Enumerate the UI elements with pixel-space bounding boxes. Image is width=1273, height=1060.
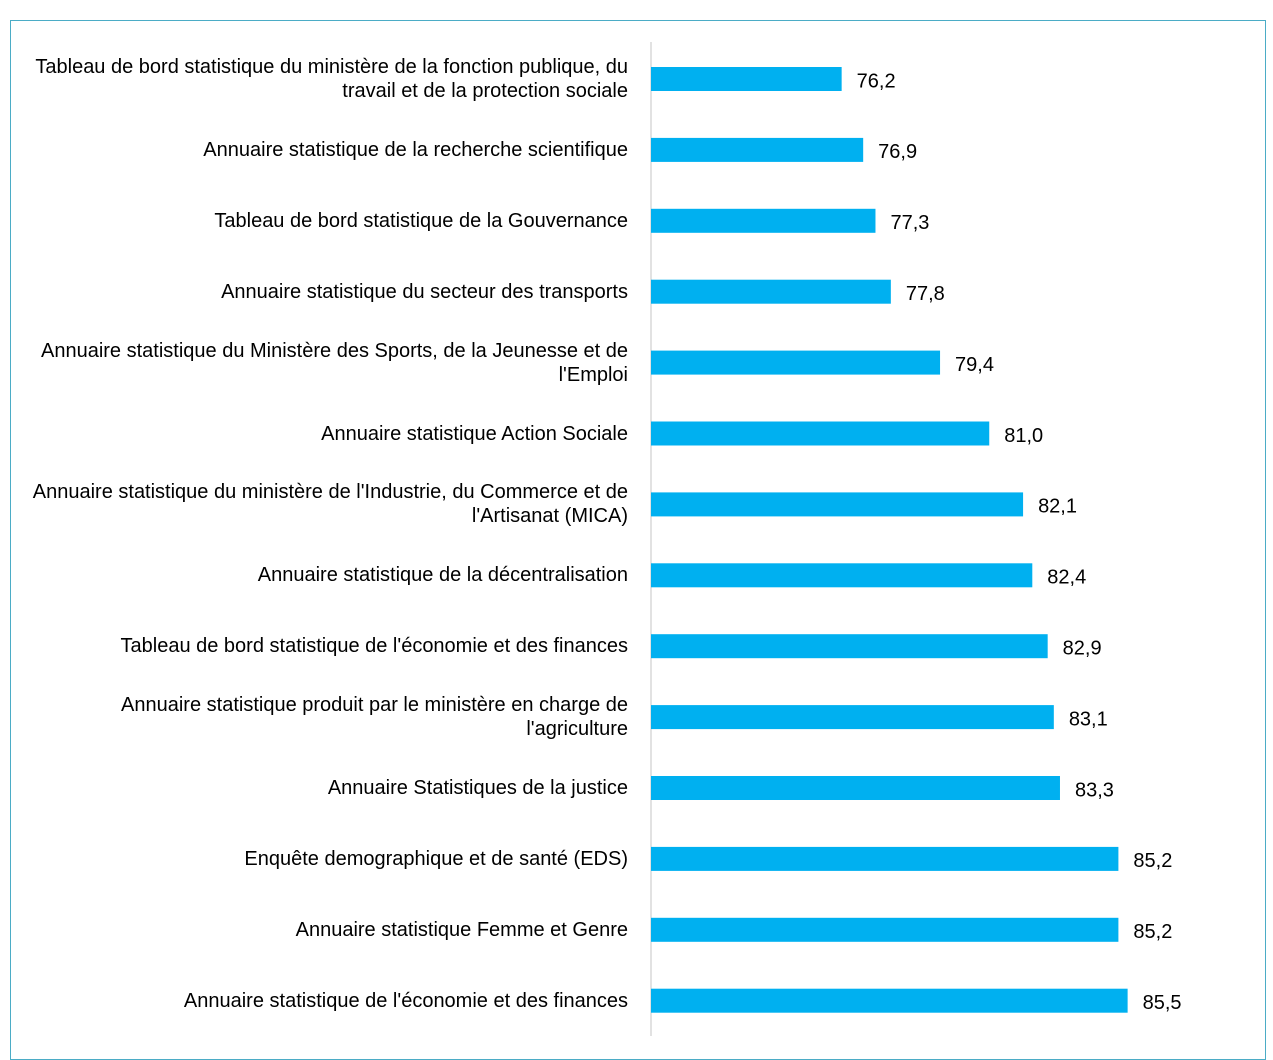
category-label: Annuaire statistique de l'économie et de…	[183, 989, 628, 1012]
category-label: Tableau de bord statistique de la Gouver…	[214, 209, 628, 232]
bar	[651, 350, 941, 375]
bar	[651, 137, 864, 162]
value-label: 85,2	[1133, 850, 1172, 872]
bar	[651, 846, 1119, 871]
value-label: 81,0	[1004, 425, 1043, 447]
bar	[651, 208, 876, 233]
bar	[651, 563, 1033, 588]
bar	[651, 917, 1119, 942]
category-label: Annuaire statistique du secteur des tran…	[221, 280, 628, 303]
category-label: Tableau de bord statistique de l'économi…	[120, 635, 628, 658]
bar	[651, 705, 1054, 730]
bar	[651, 67, 842, 91]
category-label: Annuaire statistique de la recherche sci…	[203, 138, 628, 161]
value-label: 85,5	[1143, 992, 1182, 1014]
category-label: Annuaire Statistiques de la justice	[327, 777, 628, 799]
value-label: 83,3	[1075, 779, 1114, 801]
category-label: Annuaire statistique produit par le mini…	[121, 694, 628, 741]
value-label: 82,1	[1038, 496, 1077, 518]
value-label: 83,1	[1069, 708, 1108, 730]
category-label: Annuaire statistique Femme et Genre	[295, 918, 628, 941]
bar	[651, 421, 990, 446]
category-label: Tableau de bord statistique du ministère…	[35, 56, 628, 102]
bar	[651, 492, 1024, 517]
bar	[651, 776, 1060, 800]
value-label: 79,4	[955, 354, 994, 376]
category-label: Annuaire statistique Action Sociale	[321, 422, 628, 445]
value-label: 77,3	[890, 212, 929, 234]
bar	[651, 988, 1128, 1013]
value-label: 82,4	[1047, 567, 1086, 589]
category-label: Enquête demographique et de santé (EDS)	[244, 847, 628, 870]
value-label: 77,8	[906, 283, 945, 305]
value-label: 85,2	[1133, 921, 1172, 943]
value-label: 82,9	[1063, 637, 1102, 659]
category-label: Annuaire statistique du Ministère des Sp…	[40, 339, 628, 386]
category-label: Annuaire statistique de la décentralisat…	[257, 564, 628, 587]
value-label: 76,9	[878, 141, 917, 163]
value-label: 76,2	[857, 70, 896, 92]
category-label: Annuaire statistique du ministère de l'I…	[32, 481, 628, 528]
bar	[651, 634, 1048, 659]
bar	[651, 279, 891, 304]
